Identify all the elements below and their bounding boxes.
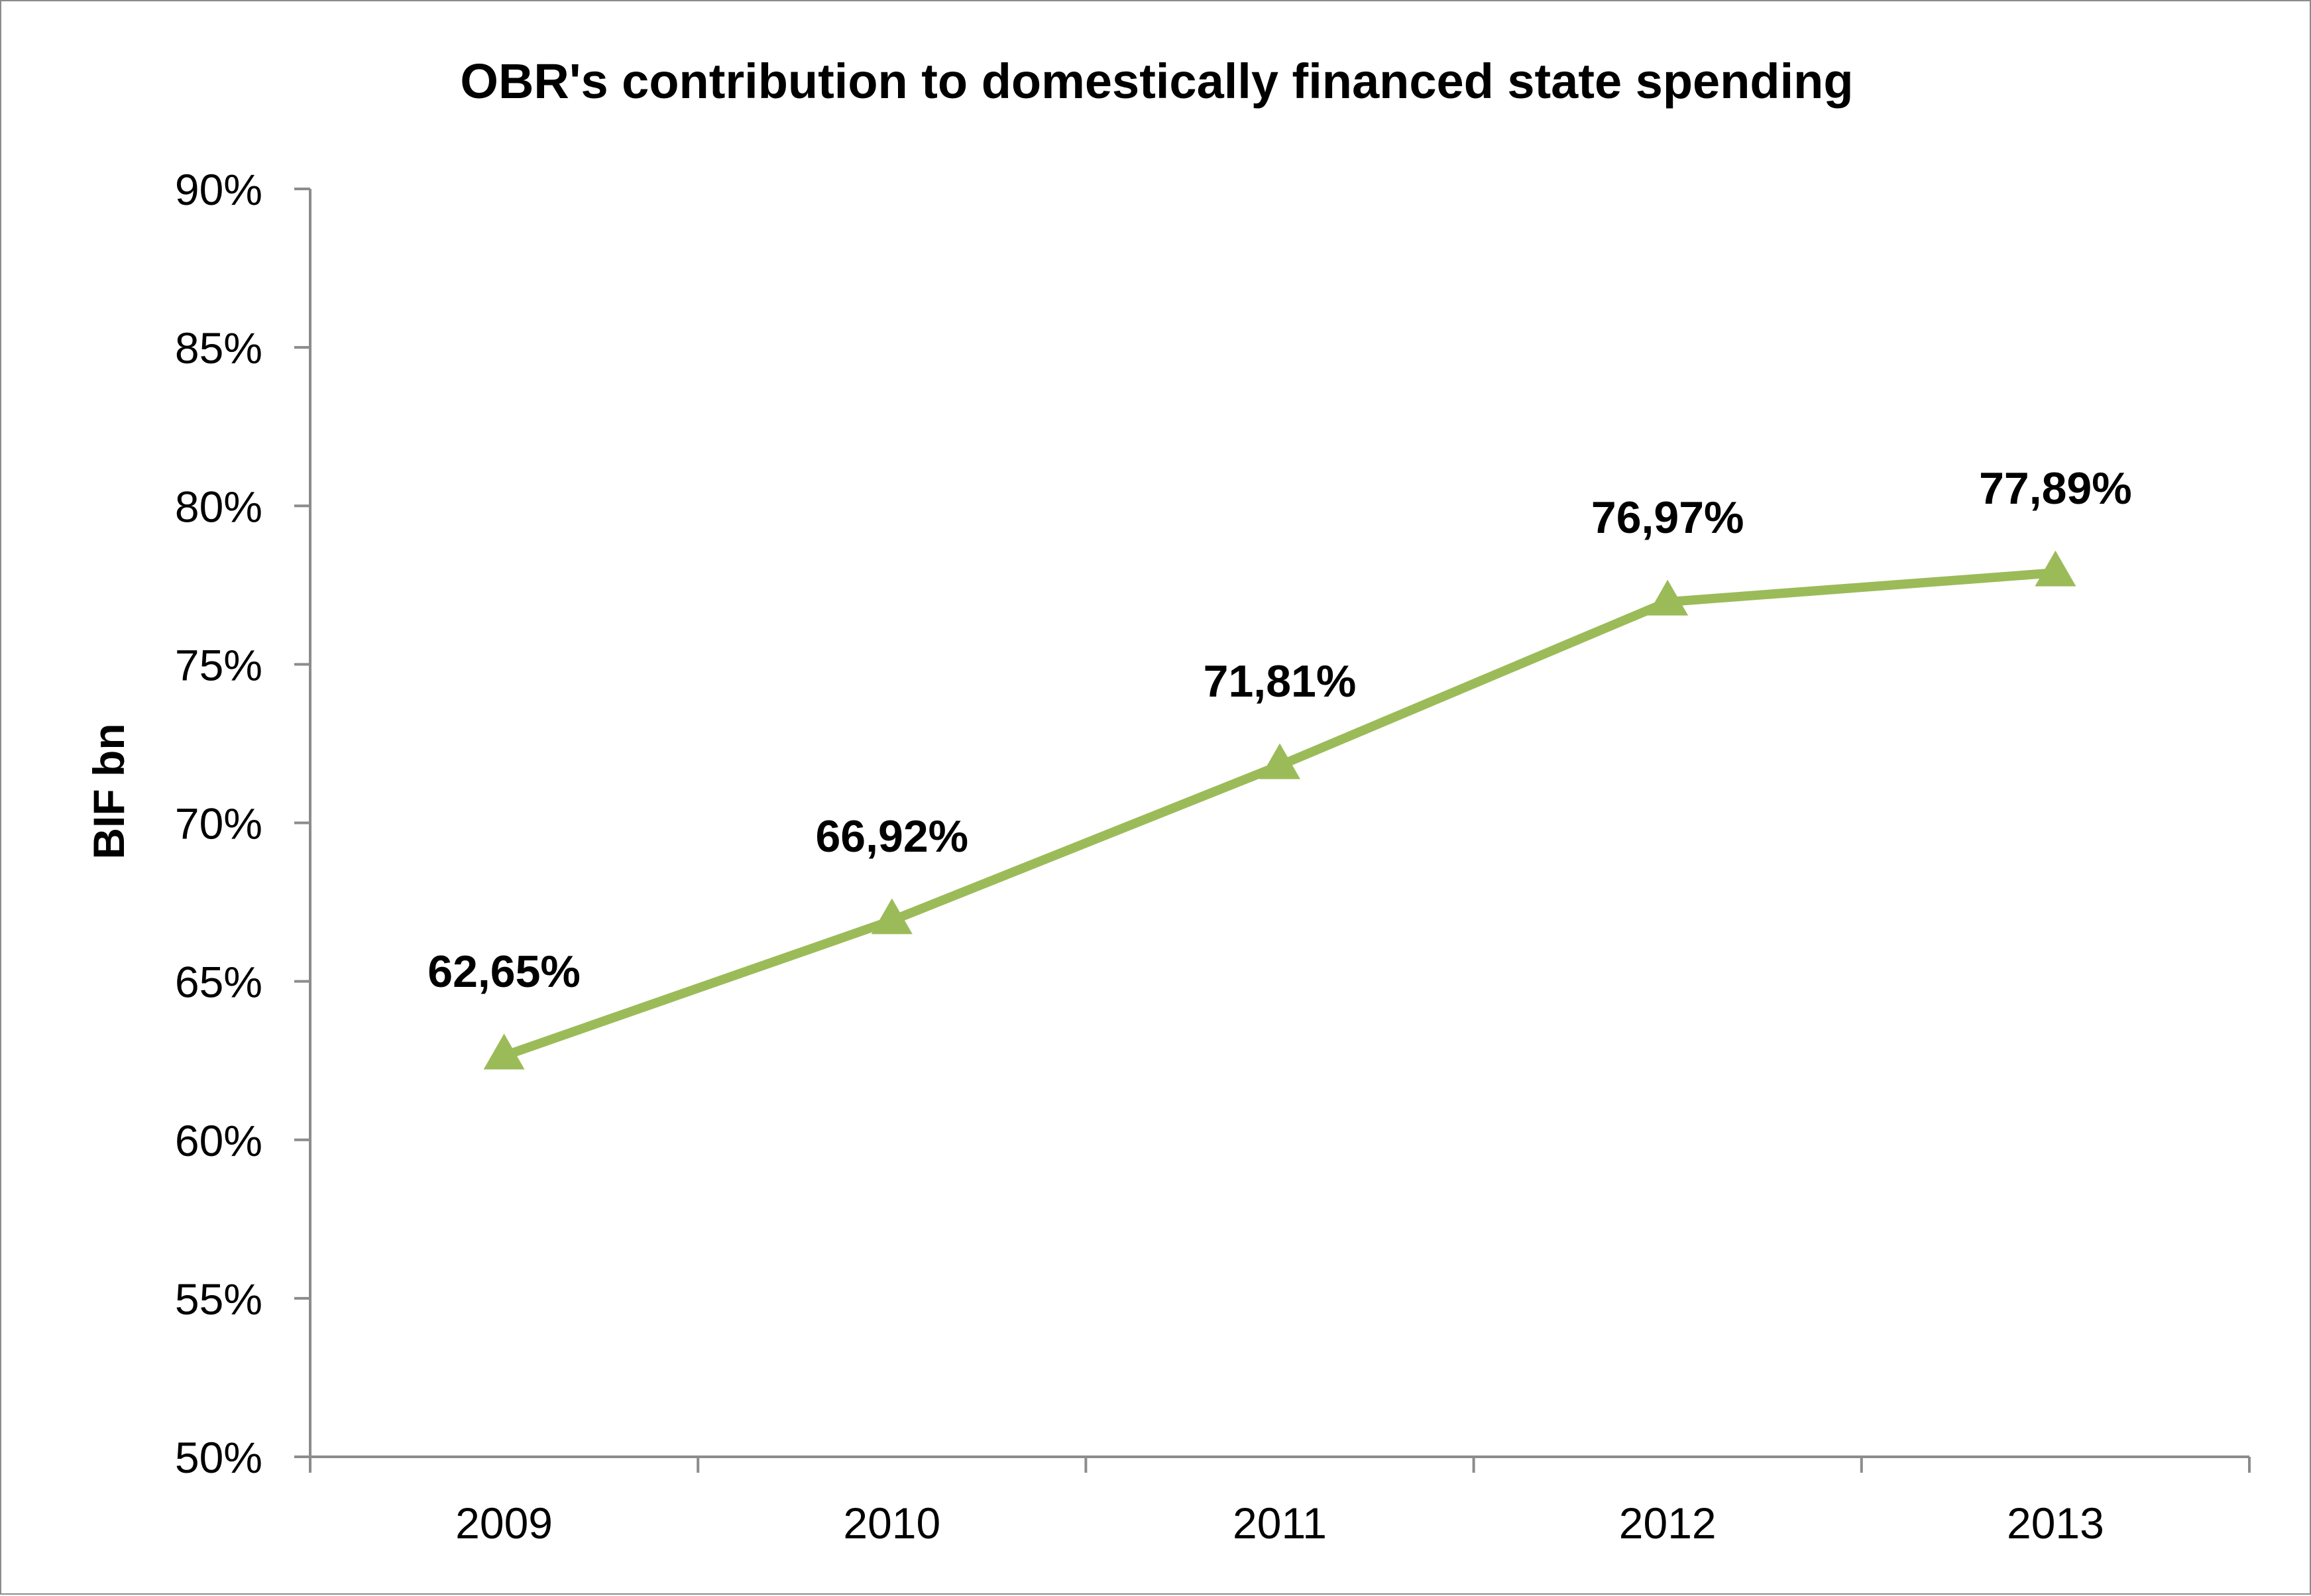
data-point-marker: [871, 898, 913, 935]
data-point-marker: [483, 1033, 525, 1070]
y-tick-label: 70%: [175, 799, 262, 848]
chart-title: OBR's contribution to domestically finan…: [460, 54, 1854, 109]
y-tick-label: 60%: [175, 1116, 262, 1165]
x-tick-label: 2010: [843, 1499, 940, 1548]
y-tick-label: 90%: [175, 165, 262, 214]
x-tick-label: 2013: [2007, 1499, 2104, 1548]
data-point-marker: [1259, 743, 1300, 779]
x-tick-label: 2011: [1233, 1499, 1327, 1548]
data-label: 62,65%: [427, 946, 581, 997]
y-tick-label: 65%: [175, 958, 262, 1007]
series-line: [502, 568, 2056, 1060]
data-label: 66,92%: [815, 811, 968, 862]
x-tick-label: 2009: [455, 1499, 553, 1548]
data-label: 77,89%: [1979, 463, 2132, 514]
data-point-marker: [2035, 550, 2076, 587]
data-label: 71,81%: [1204, 656, 1357, 707]
y-tick-label: 50%: [175, 1433, 262, 1482]
data-label: 76,97%: [1591, 492, 1744, 543]
y-tick-label: 80%: [175, 482, 262, 531]
y-tick-label: 75%: [175, 640, 262, 689]
y-tick-label: 55%: [175, 1275, 262, 1324]
x-tick-label: 2012: [1619, 1499, 1717, 1548]
y-tick-label: 85%: [175, 323, 262, 372]
data-point-marker: [1647, 579, 1689, 616]
